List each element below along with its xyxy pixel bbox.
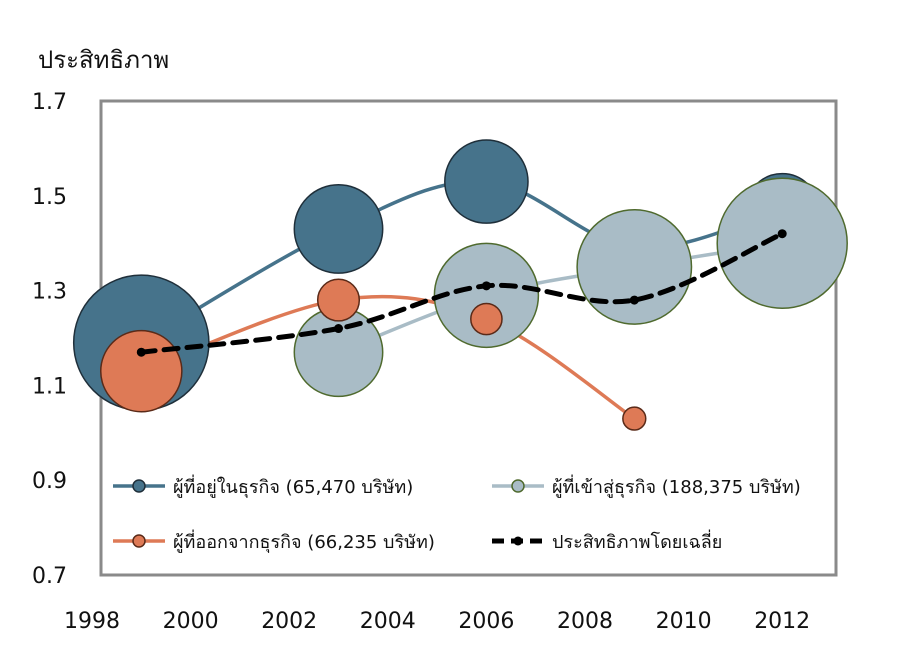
legend: ผู้ที่อยู่ในธุรกิจ (65,470 บริษัท) ผู้ที่…: [113, 474, 801, 553]
legend-marker: [511, 479, 525, 493]
legend-marker: [513, 536, 523, 546]
data-bubble: [99, 329, 183, 413]
y-tick-label: 0.9: [32, 469, 67, 494]
x-tick-label: 2000: [163, 609, 219, 634]
legend-label: ประสิทธิภาพโดยเฉลี่ย: [552, 529, 722, 553]
x-tick-label: 2006: [458, 609, 514, 634]
data-bubble: [470, 302, 503, 336]
x-axis-ticks: 1998 2000 2002 2004 2006 2008 2010 2012: [64, 609, 810, 634]
x-tick-label: 2010: [656, 609, 712, 634]
average-point: [777, 229, 787, 239]
x-tick-label: 2012: [754, 609, 810, 634]
x-tick-label: 2008: [557, 609, 613, 634]
y-tick-label: 1.7: [32, 90, 67, 115]
data-bubble: [433, 242, 540, 349]
data-bubble: [444, 139, 529, 224]
data-bubble: [622, 406, 647, 431]
y-tick-label: 1.1: [32, 374, 67, 399]
y-tick-label: 0.7: [32, 564, 67, 589]
data-bubble: [576, 208, 693, 325]
legend-label: ผู้ที่อยู่ในธุรกิจ (65,470 บริษัท): [173, 474, 413, 498]
series-line: [139, 294, 637, 421]
legend-label: ผู้ที่ออกจากธุรกิจ (66,235 บริษัท): [173, 529, 435, 553]
x-tick-label: 2002: [261, 609, 317, 634]
y-tick-label: 1.5: [32, 185, 67, 210]
y-tick-label: 1.3: [32, 280, 67, 305]
plot-area: [72, 139, 848, 431]
data-bubble: [716, 177, 848, 309]
legend-marker: [132, 534, 146, 548]
legend-marker: [132, 479, 146, 493]
data-bubble: [293, 184, 384, 274]
legend-label: ผู้ที่เข้าสู่ธุรกิจ (188,375 บริษัท): [552, 474, 801, 498]
average-point: [334, 324, 343, 334]
y-axis-label: ประสิทธิภาพ: [38, 46, 169, 74]
average-point: [629, 295, 639, 305]
y-axis-ticks: 1.7 1.5 1.3 1.1 0.9 0.7: [32, 90, 67, 589]
average-point: [136, 347, 146, 357]
data-bubble: [316, 278, 361, 322]
x-tick-label: 1998: [64, 609, 120, 634]
x-tick-label: 2004: [360, 609, 416, 634]
average-point: [481, 281, 491, 291]
